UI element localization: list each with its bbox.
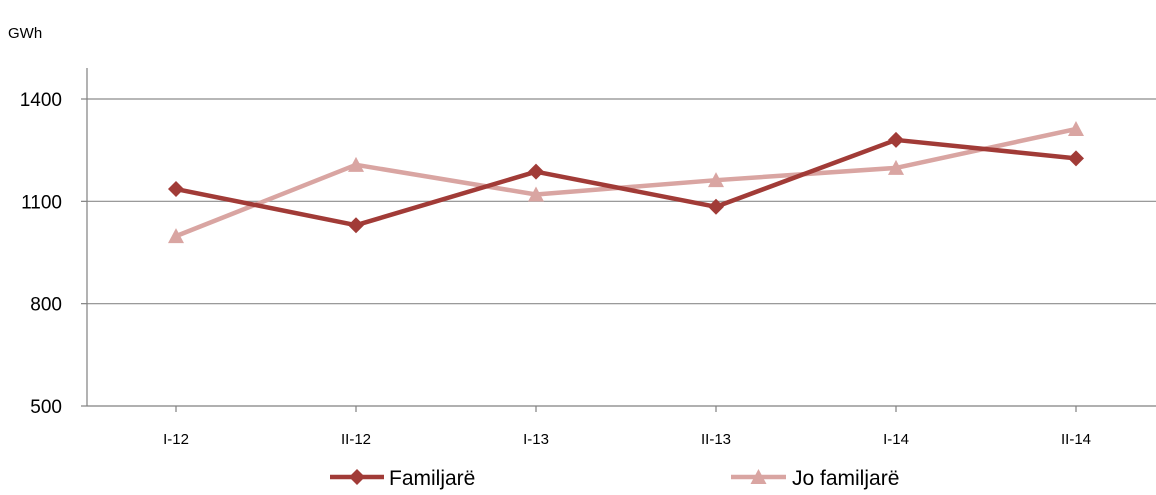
x-tick-label: II-12 [341,431,371,448]
y-tick-labels: 500 800 1100 1400 [20,90,62,418]
legend-item: Familjarë [330,467,475,490]
legend-swatch-marker [750,469,767,484]
data-point-marker [528,163,544,180]
data-point-marker [168,181,184,198]
x-tick-label: I-12 [163,431,189,448]
legend-label: Familjarë [389,467,475,490]
data-point-marker [708,198,724,215]
y-axis-unit-label: GWh [8,25,42,42]
series-line [175,137,1077,228]
legend-label: Jo familjarë [792,467,899,490]
data-point-marker [1068,150,1084,167]
y-tick-label: 1400 [20,90,62,111]
data-point-marker [528,186,544,202]
y-tick-label: 1100 [21,192,62,213]
data-point-marker [888,131,904,148]
axes [81,68,1156,412]
data-point-marker [168,228,184,244]
legend: Familjarë Jo familjarë [330,467,899,490]
data-point-marker [348,156,364,172]
x-tick-label: I-13 [523,431,549,448]
x-tick-labels: I-12 II-12 I-13 II-13 I-14 II-14 [163,431,1091,448]
x-tick-label: I-14 [883,431,909,448]
data-point-marker [348,217,364,234]
y-tick-label: 800 [30,295,62,316]
series-lines [168,121,1084,244]
legend-swatch-marker [349,469,365,485]
y-tick-label: 500 [30,397,62,418]
data-point-marker [1068,121,1084,137]
x-tick-label: II-14 [1061,431,1091,448]
series-2 [168,121,1084,244]
data-point-marker [888,159,904,175]
x-tick-label: II-13 [701,431,731,448]
series-1 [168,131,1084,234]
legend-item: Jo familjarë [731,467,899,490]
data-point-marker [708,172,724,188]
